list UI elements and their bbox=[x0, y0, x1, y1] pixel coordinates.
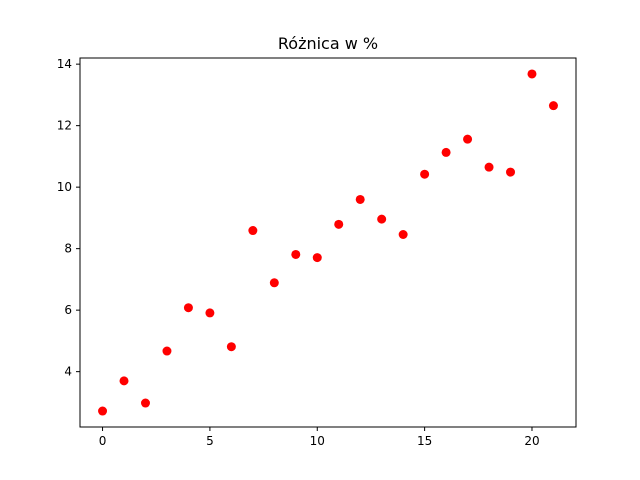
data-point bbox=[248, 226, 258, 236]
x-tick-label: 0 bbox=[99, 434, 107, 448]
data-point bbox=[527, 69, 537, 79]
plot-frame bbox=[79, 57, 577, 428]
data-point bbox=[463, 134, 473, 144]
data-point bbox=[398, 230, 408, 240]
data-points bbox=[98, 69, 558, 416]
data-point bbox=[98, 406, 108, 416]
data-point bbox=[205, 308, 215, 318]
data-point bbox=[441, 147, 451, 157]
y-axis-ticks: 4 6 8 10 12 14 bbox=[57, 57, 80, 379]
data-point bbox=[334, 219, 344, 229]
y-tick-label: 4 bbox=[64, 365, 72, 379]
data-point bbox=[119, 376, 129, 386]
x-tick-label: 10 bbox=[310, 434, 325, 448]
chart-title: Różnica w % bbox=[278, 34, 378, 53]
y-tick-label: 12 bbox=[57, 119, 72, 133]
y-tick-label: 8 bbox=[64, 242, 72, 256]
data-point bbox=[548, 101, 558, 111]
data-point bbox=[226, 342, 236, 352]
data-point bbox=[420, 169, 430, 179]
x-tick-label: 20 bbox=[524, 434, 539, 448]
x-tick-label: 15 bbox=[417, 434, 432, 448]
data-point bbox=[377, 214, 387, 224]
data-point bbox=[291, 249, 301, 259]
x-axis-ticks: 0 5 10 15 20 bbox=[99, 427, 540, 448]
y-tick-label: 6 bbox=[64, 303, 72, 317]
data-point bbox=[183, 303, 193, 313]
data-point bbox=[355, 194, 365, 204]
x-tick-label: 5 bbox=[206, 434, 214, 448]
y-tick-label: 10 bbox=[57, 180, 72, 194]
data-point bbox=[312, 253, 322, 263]
y-tick-label: 14 bbox=[57, 57, 72, 71]
data-point bbox=[506, 167, 516, 177]
data-point bbox=[140, 398, 150, 408]
data-point bbox=[269, 278, 279, 288]
data-point bbox=[484, 162, 494, 172]
data-point bbox=[162, 346, 172, 356]
